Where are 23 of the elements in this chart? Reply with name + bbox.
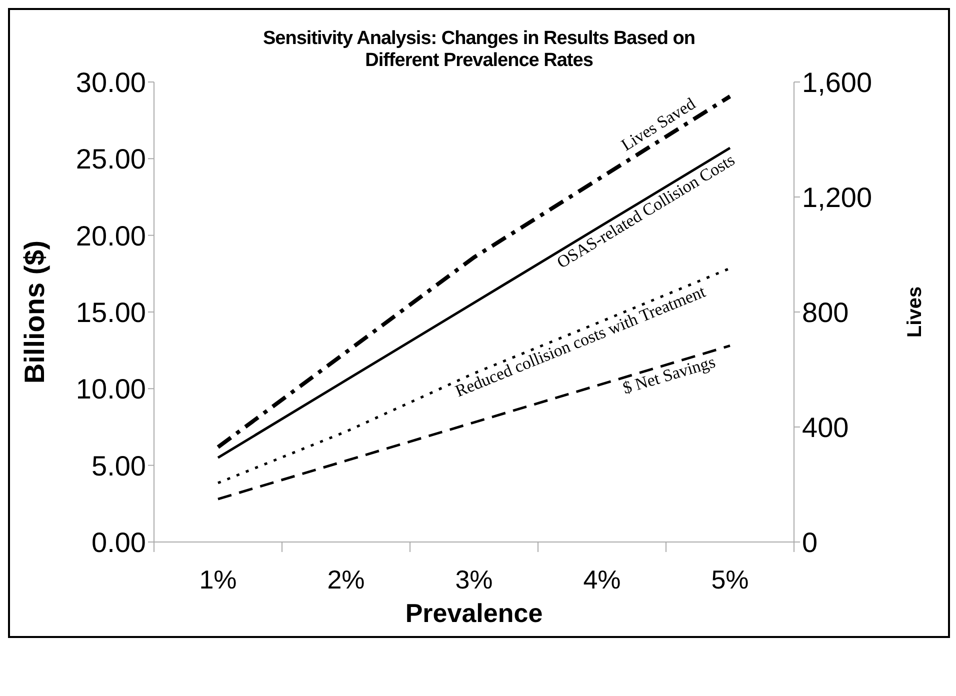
text: $ Net Savings [620,352,718,398]
y2-tick-label: 1,600 [802,66,872,98]
x-tick-label: 2% [327,564,365,594]
y-tick-label: 20.00 [76,220,146,252]
y-tick-label: 10.00 [76,374,146,405]
y2-tick-label: 0 [802,526,818,558]
x-tick-label: 1% [199,564,237,594]
y-axis-title: Billions ($) [18,240,50,384]
y2-tick-label: 400 [802,412,849,443]
x-tick-label: 3% [455,564,493,594]
y-tick-label: 5.00 [92,450,146,482]
y2-axis-title: Lives [904,286,926,338]
x-tick-label: 4% [583,564,621,594]
chart-title: Sensitivity Analysis: Changes in Results Based on Different Prevalence Rates [262,28,696,72]
y2-tick-label: 800 [802,296,849,328]
y2-tick-label: 1,200 [802,182,872,213]
y-tick-label: 0.00 [92,526,146,558]
x-tick-label: 5% [711,564,749,594]
x-axis-title: Prevalence [405,598,543,628]
y-tick-label: 15.00 [76,296,146,328]
y-tick-label: 25.00 [76,144,146,175]
line-series [216,267,732,484]
y-tick-label: 30.00 [76,66,146,98]
